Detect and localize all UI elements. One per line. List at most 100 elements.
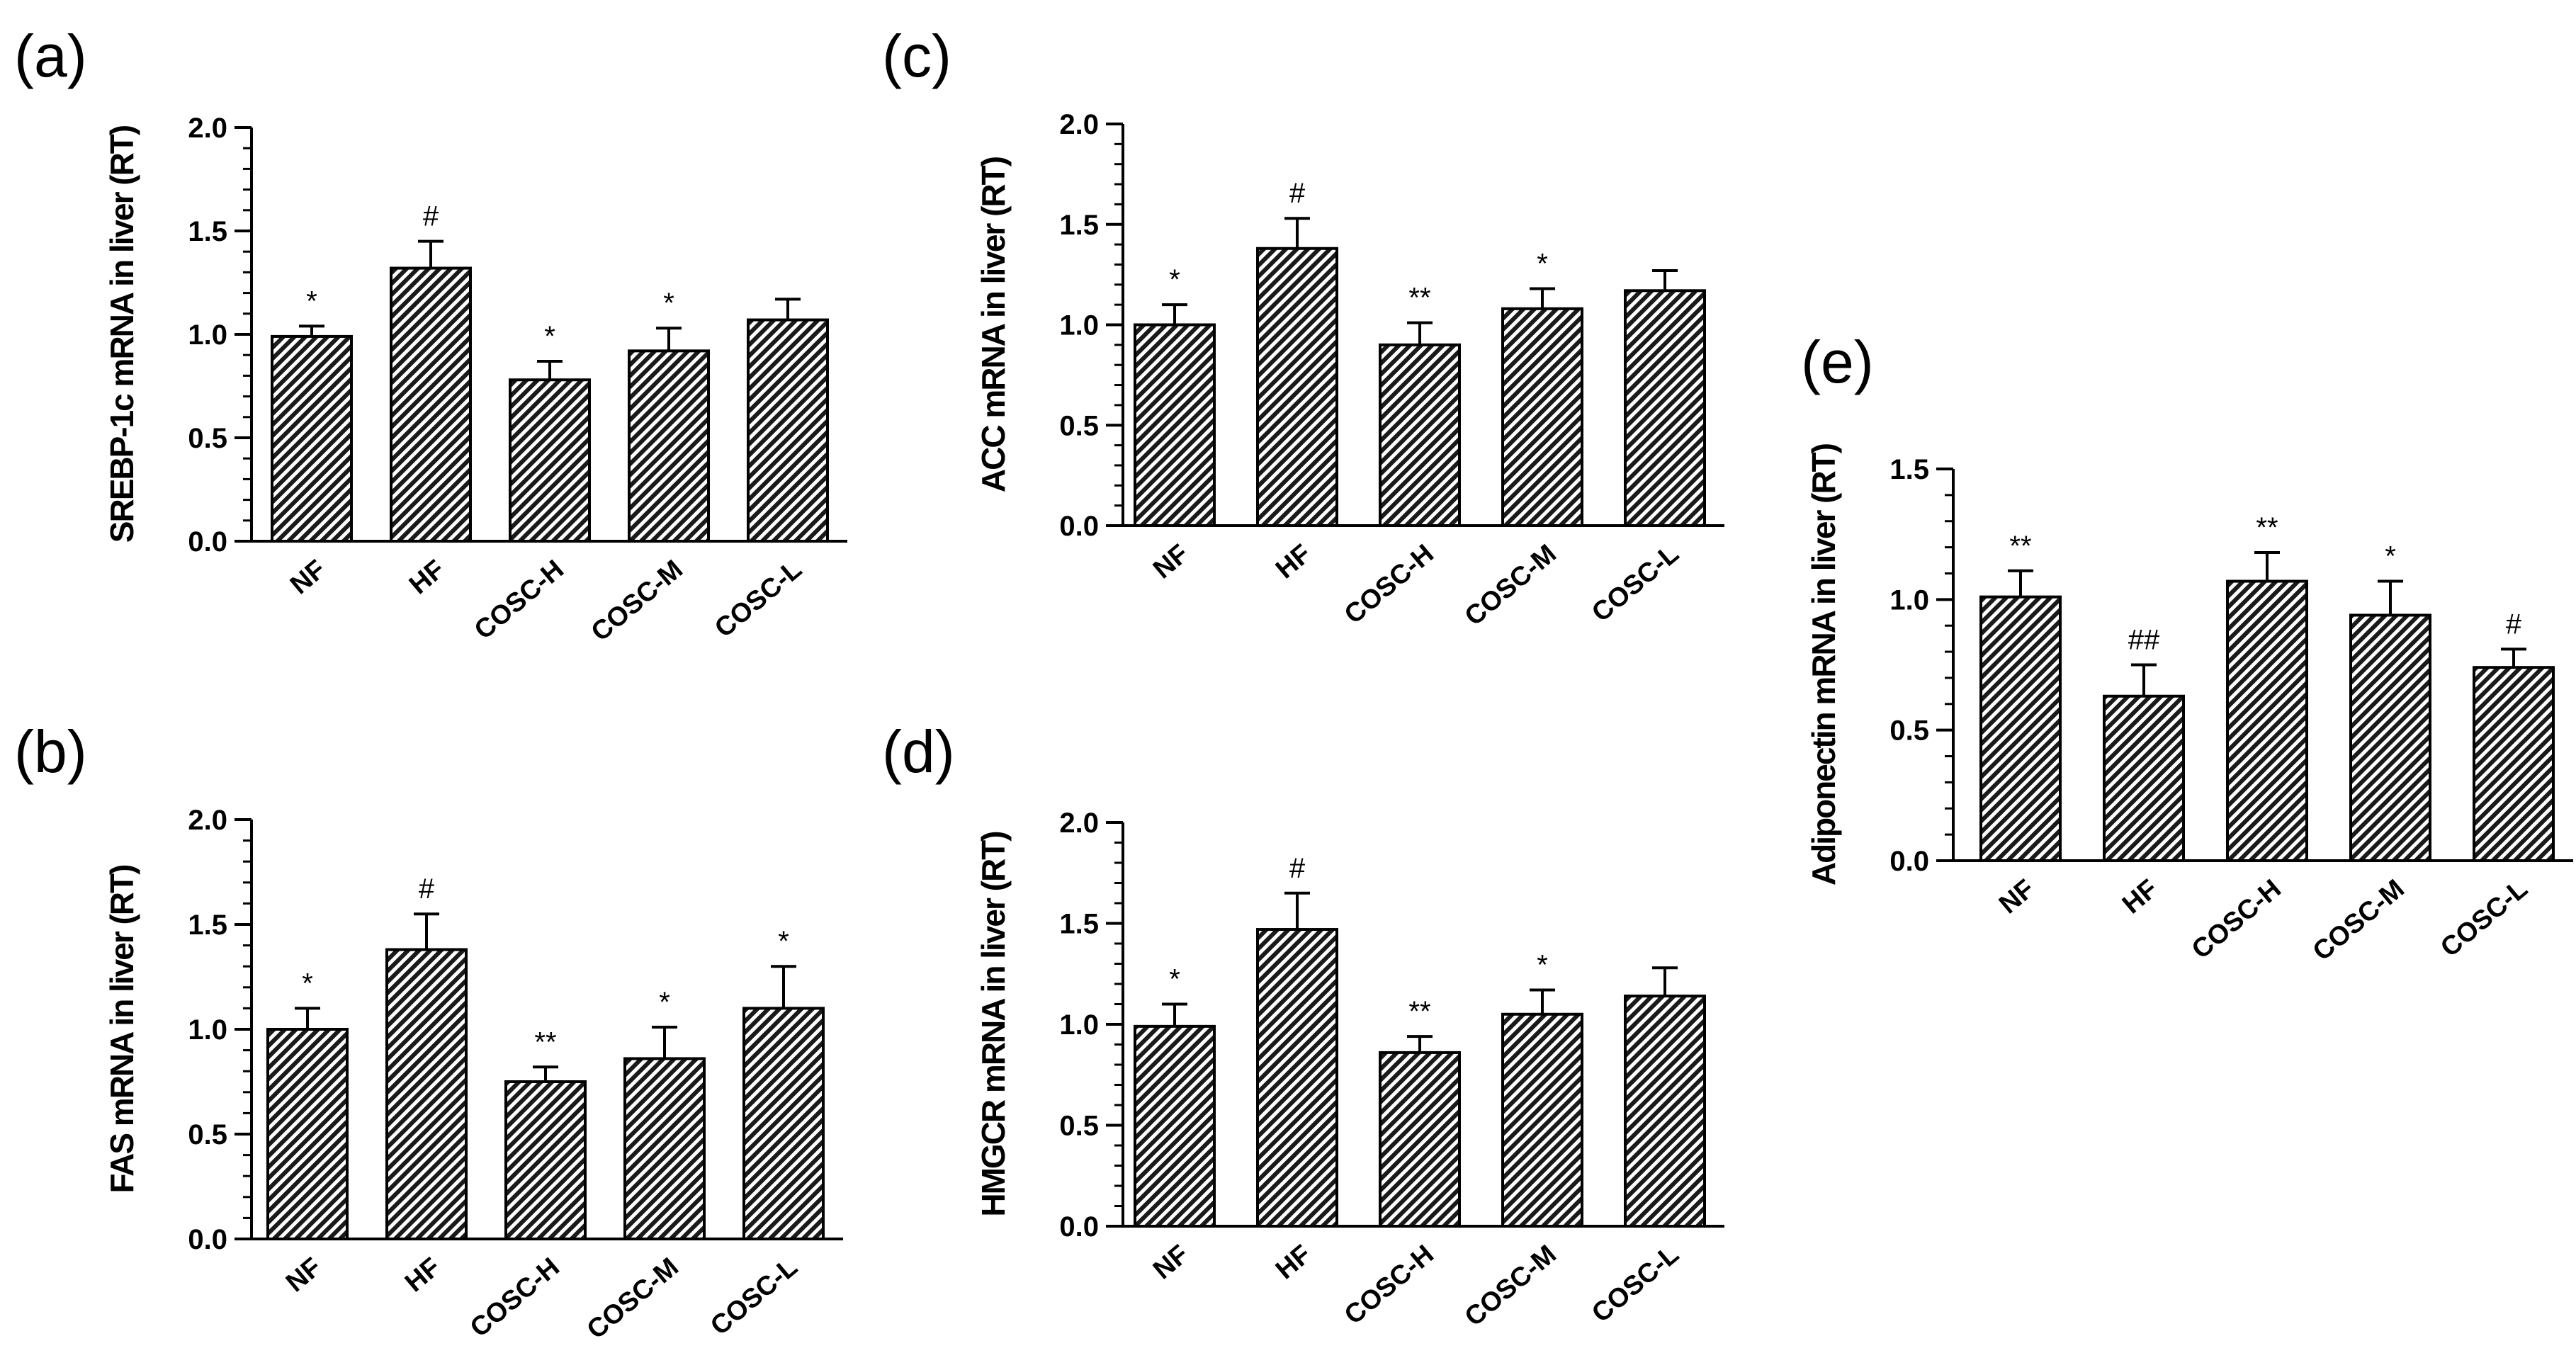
bar-nf xyxy=(271,334,353,543)
category-label: COSC-L xyxy=(705,1252,803,1342)
significance-marker: * xyxy=(1537,248,1548,279)
panel-label: (b) xyxy=(14,718,87,785)
y-tick-label: 2.0 xyxy=(188,113,227,144)
category-label: NF xyxy=(1148,539,1194,585)
significance-marker: * xyxy=(663,288,674,319)
y-tick-label: 0.5 xyxy=(1889,715,1929,747)
significance-marker: # xyxy=(1289,178,1306,209)
y-tick-label: 1.0 xyxy=(1889,584,1929,616)
y-tick-label: 1.0 xyxy=(1059,310,1099,341)
category-label: COSC-H xyxy=(1339,1240,1440,1331)
significance-marker: # xyxy=(1289,853,1306,884)
category-label: HF xyxy=(404,555,451,601)
y-tick-label: 0.0 xyxy=(188,1224,227,1255)
y-tick-label: 0.5 xyxy=(188,423,227,454)
significance-marker: # xyxy=(419,873,435,905)
category-label: HF xyxy=(1270,1240,1317,1286)
significance-marker: ** xyxy=(534,1026,556,1058)
category-label: HF xyxy=(2117,874,2164,920)
category-label: COSC-H xyxy=(469,555,570,646)
y-tick-label: 2.0 xyxy=(1059,808,1099,839)
significance-marker: ## xyxy=(2128,625,2160,656)
y-axis-label: Adiponectin mRNA in liver (RT) xyxy=(1805,443,1842,885)
significance-marker: * xyxy=(778,926,789,957)
y-tick-label: 0.5 xyxy=(1059,1111,1099,1142)
category-label: COSC-H xyxy=(1339,539,1440,630)
bar-cosc-h xyxy=(509,378,591,543)
panel-label: (d) xyxy=(882,718,955,785)
significance-marker: ** xyxy=(1408,283,1430,314)
significance-marker: * xyxy=(1169,264,1180,295)
bar-cosc-h xyxy=(504,1080,587,1240)
significance-marker: * xyxy=(1537,950,1548,981)
chart-panel-a: (a) 0.0 0.5 1.0 1.5 2.0 SREBP-1c mRNA in liver… xyxy=(14,23,847,647)
category-label: COSC-M xyxy=(1459,539,1562,632)
y-tick-label: 0.0 xyxy=(188,526,227,557)
significance-marker: * xyxy=(1169,964,1180,995)
bar-hf xyxy=(385,948,468,1241)
y-axis-label: ACC mRNA in liver (RT) xyxy=(975,157,1012,492)
category-label: COSC-M xyxy=(2307,874,2410,967)
bar-hf xyxy=(2103,694,2185,862)
bar-hf xyxy=(390,266,472,543)
significance-marker: ** xyxy=(1408,996,1430,1027)
bar-nf xyxy=(266,1028,349,1240)
bar-cosc-l xyxy=(2473,666,2555,862)
bar-nf xyxy=(1979,595,2062,862)
y-tick-label: 1.5 xyxy=(188,910,227,941)
category-label: COSC-M xyxy=(586,555,689,647)
bar-cosc-h xyxy=(1379,343,1461,527)
category-label: NF xyxy=(1994,874,2040,920)
y-axis-label: FAS mRNA in liver (RT) xyxy=(103,865,140,1194)
significance-marker: ** xyxy=(2256,512,2278,543)
bar-hf xyxy=(1256,928,1338,1228)
significance-marker: ** xyxy=(2009,531,2031,562)
category-label: NF xyxy=(1148,1240,1194,1286)
bar-cosc-h xyxy=(2226,579,2308,862)
category-label: NF xyxy=(281,1252,327,1298)
y-tick-label: 2.0 xyxy=(1059,109,1099,140)
bar-hf xyxy=(1256,247,1338,527)
category-label: COSC-L xyxy=(709,555,808,644)
bar-cosc-h xyxy=(1379,1051,1461,1228)
significance-marker: * xyxy=(2385,541,2396,572)
y-tick-label: 0.0 xyxy=(1059,511,1099,542)
bar-cosc-l xyxy=(1624,289,1706,527)
bar-cosc-l xyxy=(742,1007,825,1241)
bar-cosc-m xyxy=(1501,307,1583,527)
category-label: HF xyxy=(1270,539,1317,585)
y-tick-label: 1.5 xyxy=(1059,909,1099,940)
significance-marker: * xyxy=(544,321,555,352)
chart-panel-e: (e) 0.0 0.5 1.0 1.5 Adiponectin mRNA in liver… xyxy=(1801,329,2573,967)
category-label: HF xyxy=(400,1252,446,1298)
bar-nf xyxy=(1134,1024,1216,1228)
y-tick-label: 1.5 xyxy=(1889,454,1929,485)
bar-nf xyxy=(1134,323,1216,527)
y-tick-label: 0.0 xyxy=(1059,1211,1099,1242)
chart-panel-c: (c) 0.0 0.5 1.0 1.5 2.0 ACC mRNA in liver (RT)… xyxy=(882,23,1724,632)
category-label: NF xyxy=(285,555,332,601)
bar-cosc-m xyxy=(1501,1012,1583,1228)
panel-label: (a) xyxy=(14,23,87,89)
y-tick-label: 1.0 xyxy=(1059,1009,1099,1041)
significance-marker: * xyxy=(302,968,313,999)
y-tick-label: 0.0 xyxy=(1889,846,1929,877)
y-tick-label: 1.5 xyxy=(1059,210,1099,241)
y-axis-label: SREBP-1c mRNA in liver (RT) xyxy=(103,125,140,543)
category-label: COSC-H xyxy=(465,1252,565,1344)
significance-marker: # xyxy=(423,201,439,232)
panel-label: (e) xyxy=(1801,329,1874,395)
category-label: COSC-M xyxy=(1459,1240,1562,1332)
bar-cosc-m xyxy=(2349,613,2431,862)
y-tick-label: 1.0 xyxy=(188,319,227,351)
bar-cosc-l xyxy=(1624,995,1706,1228)
y-tick-label: 1.0 xyxy=(188,1014,227,1046)
significance-marker: # xyxy=(2506,608,2522,640)
category-label: COSC-M xyxy=(582,1252,684,1345)
y-tick-label: 0.5 xyxy=(1059,410,1099,441)
bar-cosc-l xyxy=(747,318,829,543)
category-label: COSC-L xyxy=(1586,539,1685,628)
chart-panel-d: (d) 0.0 0.5 1.0 1.5 2.0 HMGCR mRNA in liver (R… xyxy=(882,718,1724,1332)
y-axis-label: HMGCR mRNA in liver (RT) xyxy=(975,832,1012,1217)
